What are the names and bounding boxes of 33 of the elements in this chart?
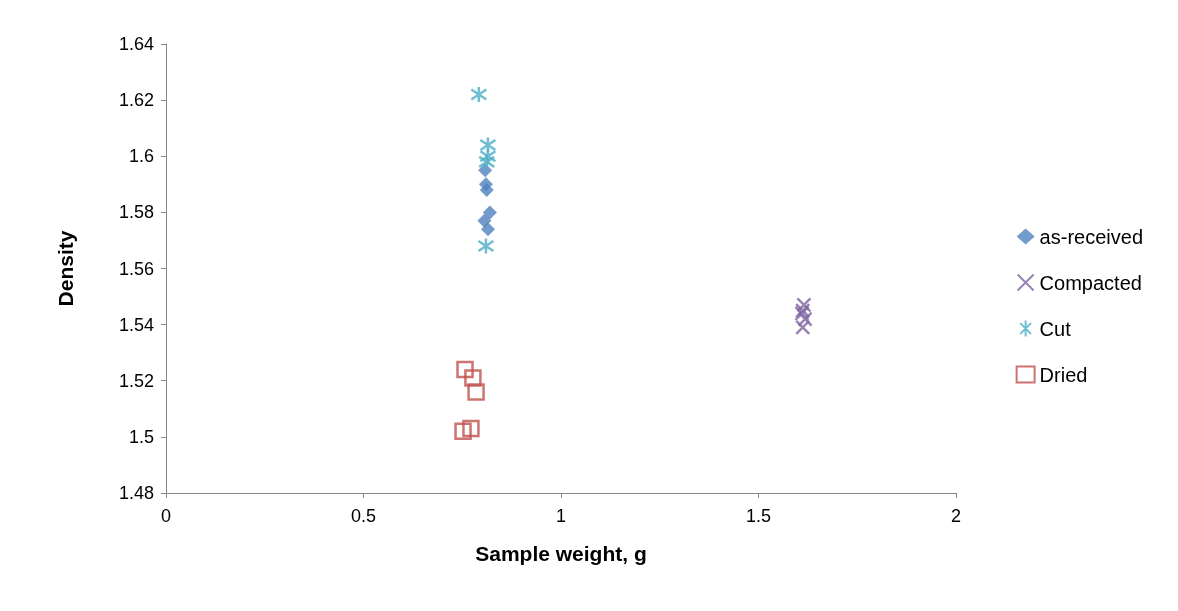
legend-label: Cut	[1039, 317, 1072, 340]
y-tick-label: 1.56	[118, 258, 154, 279]
point	[477, 153, 496, 171]
legend-label: as-received	[1039, 225, 1144, 248]
legend-label: Compacted	[1039, 271, 1142, 294]
y-tick-label: 1.54	[118, 314, 154, 335]
point	[454, 422, 472, 441]
point	[477, 213, 492, 228]
point	[467, 383, 485, 401]
y-tick-label: 1.62	[118, 90, 154, 111]
y-tick-label: 1.58	[118, 202, 154, 223]
y-tick-label: 1.64	[118, 34, 154, 54]
x-tick-label: 0	[160, 506, 172, 526]
x-tick-label: 1	[555, 506, 567, 526]
point	[482, 205, 497, 220]
y-tick-label: 1.5	[128, 426, 154, 447]
y-axis-title: Density	[54, 230, 77, 307]
point	[470, 85, 488, 104]
point	[479, 147, 497, 165]
point	[456, 360, 474, 379]
point	[479, 182, 494, 197]
point	[480, 222, 495, 237]
point	[464, 369, 482, 387]
point	[477, 237, 495, 255]
x-tick-label: 1.5	[745, 506, 772, 526]
x-axis-title: Sample weight, g	[475, 542, 647, 565]
point	[462, 419, 480, 438]
y-tick-label: 1.52	[118, 370, 154, 391]
x-tick-label: 0.5	[350, 506, 377, 526]
x-tick-label: 2	[950, 506, 962, 526]
y-tick-label: 1.6	[128, 146, 154, 167]
y-tick-label: 1.48	[118, 483, 154, 503]
legend-label: Dried	[1039, 363, 1088, 386]
